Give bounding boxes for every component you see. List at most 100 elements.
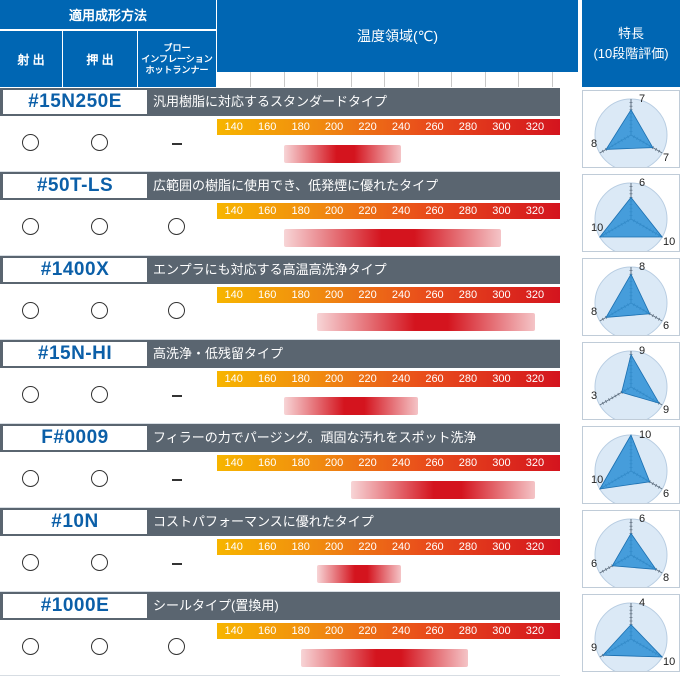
injection-yes-mark <box>22 386 39 403</box>
scale-label: 180 <box>291 373 310 385</box>
scale-label: 200 <box>324 625 344 637</box>
feature-radar-chart: 4 9 10 <box>582 594 680 676</box>
scale-label: 220 <box>358 289 377 301</box>
radar-axis-tick <box>658 149 661 153</box>
temperature-range-bar <box>300 649 468 667</box>
product-description: シールタイプ(置換用) <box>153 598 279 613</box>
scale-label: 180 <box>291 289 310 301</box>
temperature-range-area <box>217 219 560 253</box>
row-separator <box>0 507 560 508</box>
temperature-range-area <box>217 471 560 505</box>
scale-label: 240 <box>391 373 411 385</box>
radar-axis-tick <box>658 317 661 321</box>
radar-polygon <box>611 532 657 570</box>
product-name: #50T-LS <box>3 174 147 198</box>
scale-label: 260 <box>425 457 444 469</box>
feature-header: 特長 (10段階評価) <box>582 0 680 87</box>
radar-axis-tick <box>654 147 657 151</box>
blow-yes-mark <box>168 638 185 655</box>
radar-svg: 8 8 6 <box>591 261 669 340</box>
scale-label: 140 <box>224 289 243 301</box>
temperature-scale: 140 160 180 200 220 240 260 280 300 320 <box>217 371 560 387</box>
temperature-range-bar <box>317 565 402 583</box>
radar-axis-tick <box>654 315 657 319</box>
temperature-scale: 140 160 180 200 220 240 260 280 300 320 <box>217 539 560 555</box>
radar-axis-tick <box>658 485 661 489</box>
radar-axis-tick <box>651 482 654 486</box>
scale-label: 260 <box>425 541 444 553</box>
feature-radar-chart: 6 6 8 <box>582 510 680 592</box>
radar-value-label: 9 <box>591 642 597 654</box>
temperature-header: 温度領域(℃) <box>217 0 578 72</box>
radar-axis-tick <box>651 314 654 318</box>
extrusion-yes-mark <box>91 554 108 571</box>
product-description: エンプラにも対応する高温高洗浄タイプ <box>153 262 387 277</box>
product-name: #1400X <box>3 258 147 282</box>
temperature-range-bar <box>350 481 535 499</box>
row-separator <box>0 255 560 256</box>
product-description: 汎用樹脂に対応するスタンダードタイプ <box>153 94 388 109</box>
scale-label: 280 <box>458 625 478 637</box>
temperature-range-area <box>217 135 560 169</box>
scale-label: 220 <box>358 205 377 217</box>
blow-header: ブロー インフレーション ホットランナー <box>138 31 216 87</box>
row-separator <box>0 171 560 172</box>
injection-yes-mark <box>22 554 39 571</box>
blow-header-line1: ブロー <box>163 42 191 53</box>
radar-value-label: 8 <box>639 261 645 273</box>
scale-label: 160 <box>258 373 277 385</box>
radar-value-label: 10 <box>591 222 603 234</box>
blow-no-mark <box>172 143 182 145</box>
product-name: F#0009 <box>3 426 147 450</box>
radar-polygon <box>605 109 654 150</box>
injection-header: 射 出 <box>0 31 62 87</box>
radar-axis-tick <box>608 398 611 402</box>
tick-line <box>551 72 553 87</box>
scale-label: 160 <box>258 205 277 217</box>
radar-axis-tick <box>614 394 617 398</box>
scale-label: 180 <box>291 457 310 469</box>
injection-yes-mark <box>22 134 39 151</box>
row-separator <box>0 339 560 340</box>
row-separator <box>0 591 560 592</box>
scale-label: 160 <box>258 541 277 553</box>
scale-label: 320 <box>525 289 545 301</box>
tick-line <box>350 72 352 87</box>
tick-line <box>518 72 520 87</box>
scale-label: 240 <box>391 205 411 217</box>
product-name: #15N-HI <box>3 342 147 366</box>
product-description: 高洗浄・低残留タイプ <box>153 346 284 361</box>
radar-polygon <box>598 196 664 238</box>
radar-svg: 6 6 8 <box>591 513 669 592</box>
scale-label: 220 <box>358 457 377 469</box>
scale-label: 300 <box>492 205 511 217</box>
product-description: 広範囲の樹脂に使用でき、低発煙に優れたタイプ <box>153 178 439 193</box>
scale-label: 140 <box>224 373 243 385</box>
radar-polygon <box>599 434 651 490</box>
product-name: #15N250E <box>3 90 147 114</box>
radar-svg: 4 9 10 <box>591 597 675 676</box>
product-title-bar: #15N250E 汎用樹脂に対応するスタンダードタイプ <box>0 88 560 116</box>
temperature-range-bar <box>283 397 418 415</box>
method-group-header: 適用成形方法 <box>0 0 216 30</box>
radar-value-label: 10 <box>663 236 675 248</box>
scale-label: 260 <box>425 625 444 637</box>
extrusion-yes-mark <box>91 218 108 235</box>
temperature-scale: 140 160 180 200 220 240 260 280 300 320 <box>217 203 560 219</box>
scale-label: 180 <box>291 205 310 217</box>
injection-yes-mark <box>22 470 39 487</box>
scale-label: 260 <box>425 289 444 301</box>
scale-label: 160 <box>258 121 277 133</box>
radar-value-label: 9 <box>639 345 645 357</box>
radar-axis-tick <box>601 149 604 153</box>
feature-radar-chart: 6 10 10 <box>582 174 680 256</box>
radar-axis-tick <box>605 567 608 571</box>
extrusion-yes-mark <box>91 638 108 655</box>
scale-label: 240 <box>391 289 411 301</box>
scale-label: 300 <box>492 625 511 637</box>
scale-label: 220 <box>358 121 377 133</box>
scale-label: 180 <box>291 541 310 553</box>
scale-label: 260 <box>425 121 444 133</box>
blow-no-mark <box>172 563 182 565</box>
radar-value-label: 8 <box>663 572 669 584</box>
